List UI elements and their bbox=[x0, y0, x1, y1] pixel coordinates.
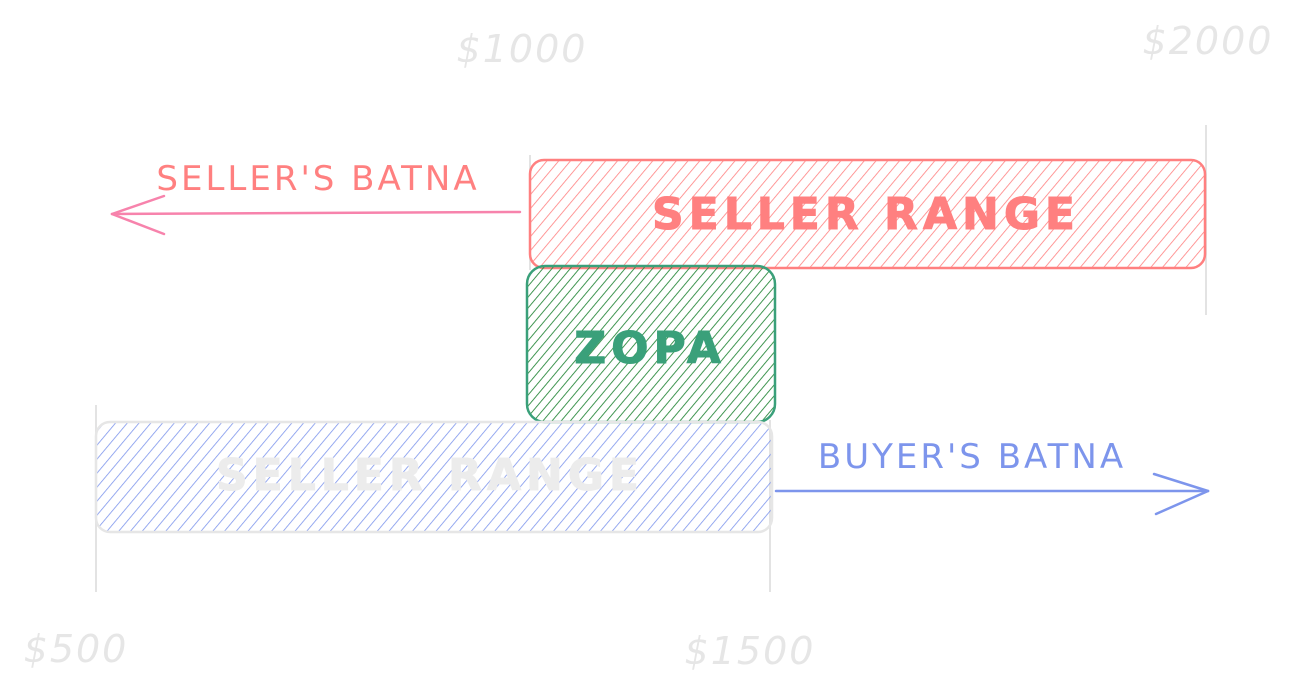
tick-label-2000: $2000 bbox=[1143, 19, 1274, 63]
buyer-batna-arrow bbox=[774, 472, 1210, 516]
buyer-range-bar: SELLER RANGE bbox=[94, 420, 774, 534]
buyer-range-label: SELLER RANGE bbox=[216, 450, 644, 501]
zopa-label: ZOPA bbox=[574, 323, 726, 374]
seller-batna-label: SELLER'S BATNA bbox=[156, 159, 479, 199]
seller-batna-arrow bbox=[110, 194, 522, 236]
seller-range-bar: SELLER RANGE bbox=[528, 158, 1207, 270]
tick-label-500: $500 bbox=[24, 627, 129, 671]
tick-label-1000: $1000 bbox=[457, 27, 588, 71]
buyer-batna-label: BUYER'S BATNA bbox=[818, 437, 1126, 477]
seller-range-label: SELLER RANGE bbox=[652, 189, 1080, 240]
tick-label-1500: $1500 bbox=[685, 629, 816, 673]
zopa-box: ZOPA bbox=[525, 264, 777, 424]
